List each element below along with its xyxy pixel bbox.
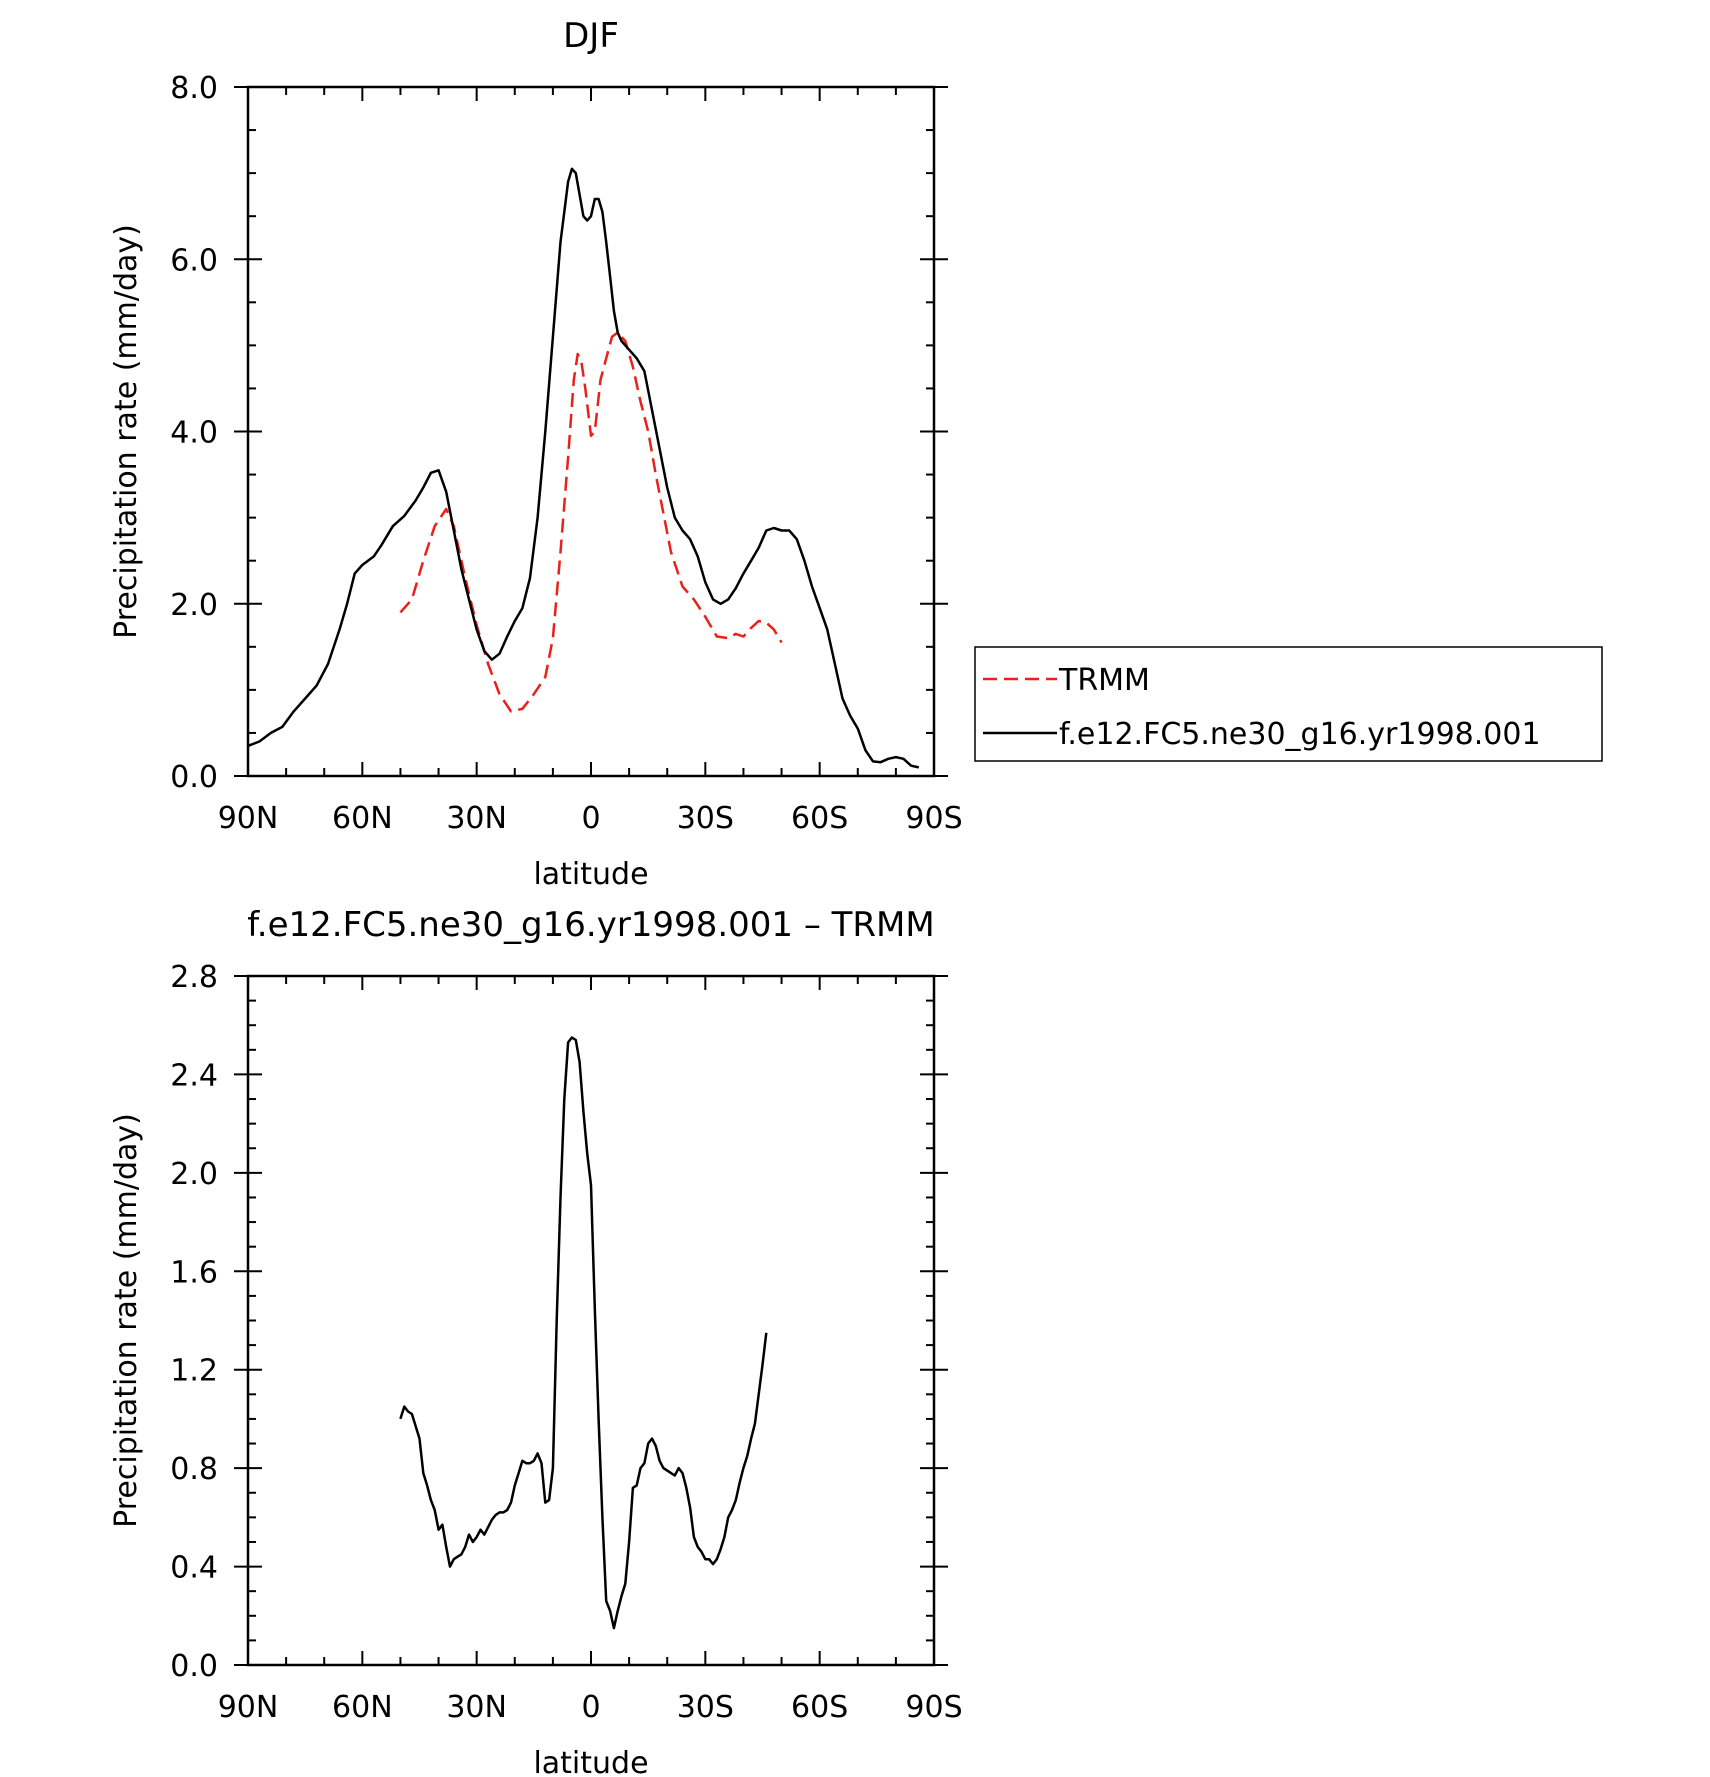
x-tick-label: 60S bbox=[791, 801, 848, 836]
y-tick-label: 0.0 bbox=[170, 760, 218, 795]
y-tick-label: 1.2 bbox=[170, 1354, 218, 1389]
y-tick-label: 2.0 bbox=[170, 588, 218, 623]
series-line-f-e12-fc5-ne30-g16-yr1998-001 bbox=[247, 167, 920, 769]
x-tick-label: 90N bbox=[218, 1690, 279, 1725]
y-axis-title: Precipitation rate (mm/day) bbox=[109, 1113, 144, 1528]
x-tick-label: 60N bbox=[332, 1690, 393, 1725]
legend-label: f.e12.FC5.ne30_g16.yr1998.001 bbox=[1059, 717, 1541, 752]
y-tick-label: 2.8 bbox=[170, 960, 218, 995]
series-line-difference bbox=[399, 1036, 768, 1630]
y-tick-label: 4.0 bbox=[170, 416, 218, 451]
y-tick-label: 0.8 bbox=[170, 1452, 218, 1487]
x-tick-label: 60N bbox=[332, 801, 393, 836]
legend-box bbox=[974, 646, 1603, 762]
y-tick-label: 1.6 bbox=[170, 1255, 218, 1290]
y-tick-label: 0.0 bbox=[170, 1649, 218, 1684]
y-axis-title: Precipitation rate (mm/day) bbox=[109, 224, 144, 639]
x-tick-label: 0 bbox=[581, 1690, 600, 1725]
panel-bottom: 90N 60N 30N 0 30S 60S 90S 0.0 0.4 0.8 1.2 1.6 2.0 2.4… bbox=[109, 905, 963, 1777]
legend-label: TRMM bbox=[1058, 663, 1150, 698]
y-tick-label: 8.0 bbox=[170, 71, 218, 106]
panel-top: 90N 60N 30N 0 30S 60S 90S 0.0 2.0 4.0 6.0 8.0 DJF lat… bbox=[109, 16, 963, 892]
x-tick-label: 90S bbox=[905, 801, 962, 836]
y-tick-label: 0.4 bbox=[170, 1551, 218, 1586]
x-tick-label: 30N bbox=[446, 801, 507, 836]
plot-title: f.e12.FC5.ne30_g16.yr1998.001 – TRMM bbox=[247, 905, 934, 945]
x-axis-title: latitude bbox=[533, 857, 648, 892]
x-tick-label: 90N bbox=[218, 801, 279, 836]
x-tick-label: 30S bbox=[677, 801, 734, 836]
x-tick-label: 30N bbox=[446, 1690, 507, 1725]
x-axis-title: latitude bbox=[533, 1746, 648, 1777]
y-tick-label: 6.0 bbox=[170, 243, 218, 278]
x-tick-label: 0 bbox=[581, 801, 600, 836]
x-tick-label: 30S bbox=[677, 1690, 734, 1725]
y-tick-label: 2.4 bbox=[170, 1058, 218, 1093]
y-tick-label: 2.0 bbox=[170, 1157, 218, 1192]
legend: TRMM f.e12.FC5.ne30_g16.yr1998.001 bbox=[974, 646, 1603, 762]
series-line-trmm bbox=[399, 331, 783, 713]
x-tick-label: 60S bbox=[791, 1690, 848, 1725]
plot-frame bbox=[246, 974, 936, 1667]
x-tick-label: 90S bbox=[905, 1690, 962, 1725]
plot-title: DJF bbox=[563, 16, 619, 56]
